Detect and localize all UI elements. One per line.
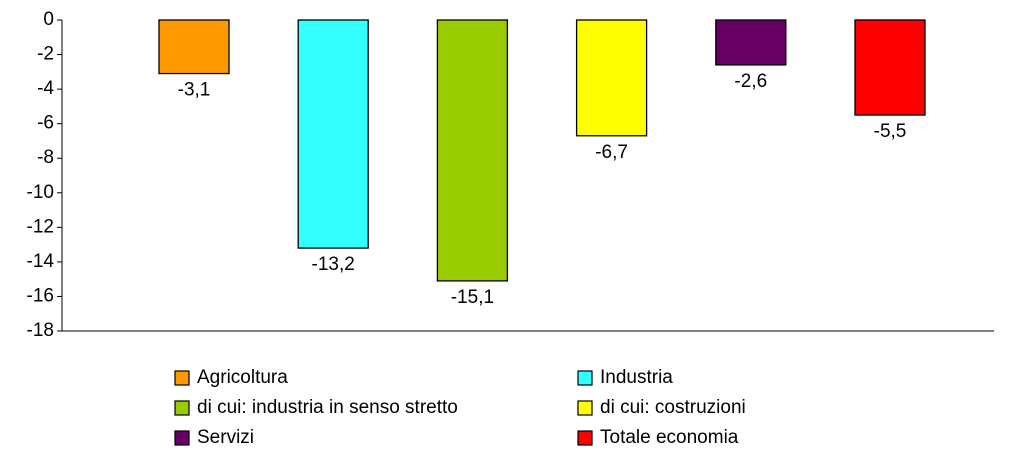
bar xyxy=(297,19,369,249)
data-label: -13,2 xyxy=(312,254,355,275)
data-label: -15,1 xyxy=(451,287,494,308)
y-tick-label: 0 xyxy=(43,9,54,30)
legend-swatch xyxy=(577,430,593,446)
legend-label: Industria xyxy=(600,367,673,388)
bar xyxy=(854,19,926,116)
y-tick-label: -18 xyxy=(27,320,54,341)
legend-swatch xyxy=(174,400,190,416)
legend-label: Agricoltura xyxy=(197,367,288,388)
data-label: -6,7 xyxy=(595,142,628,163)
y-tick-label: -6 xyxy=(37,113,54,134)
legend-swatch xyxy=(174,430,190,446)
legend-swatch xyxy=(174,370,190,386)
data-label: -3,1 xyxy=(178,80,211,101)
legend-swatch xyxy=(577,370,593,386)
legend-label: di cui: industria in senso stretto xyxy=(197,397,458,418)
data-label: -5,5 xyxy=(874,121,907,142)
y-tick-label: -16 xyxy=(27,285,54,306)
bar xyxy=(436,19,509,282)
y-tick-label: -4 xyxy=(37,78,54,99)
bar xyxy=(158,19,230,75)
data-label: -2,6 xyxy=(734,71,767,92)
y-tick-label: -12 xyxy=(27,216,54,237)
bar xyxy=(575,19,648,137)
legend-swatch xyxy=(577,400,593,416)
legend-label: di cui: costruzioni xyxy=(600,397,746,418)
legend-label: Totale economia xyxy=(600,427,739,448)
legend-label: Servizi xyxy=(197,427,254,448)
y-tick-label: -8 xyxy=(37,147,54,168)
bar xyxy=(715,19,787,66)
y-tick-label: -2 xyxy=(37,44,54,65)
y-tick-label: -10 xyxy=(27,182,54,203)
y-tick-label: -14 xyxy=(27,251,55,272)
